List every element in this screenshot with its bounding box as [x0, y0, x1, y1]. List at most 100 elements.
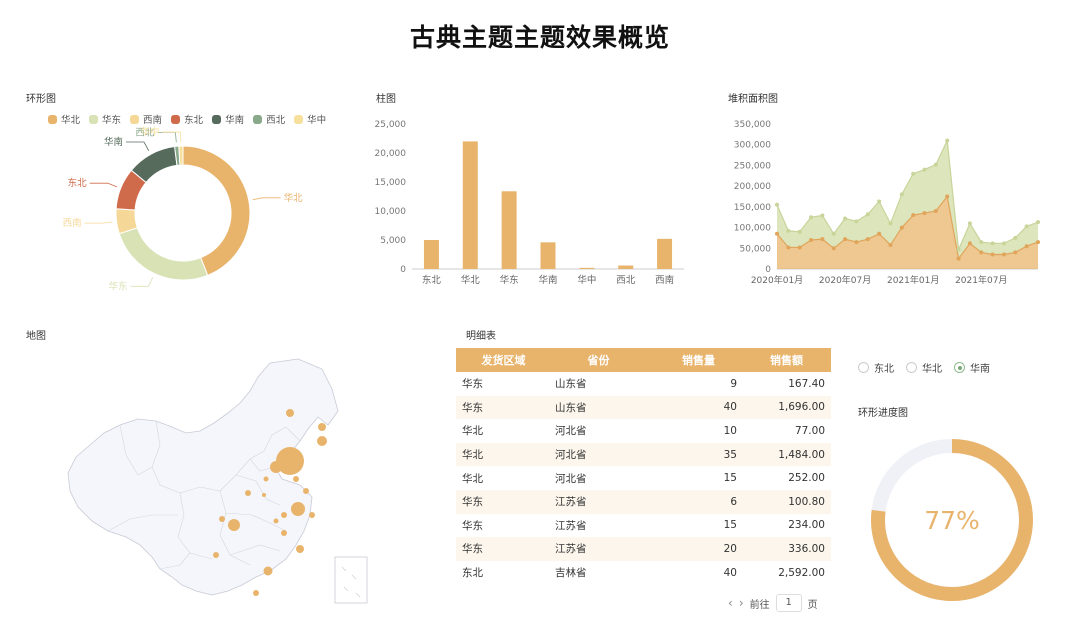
- area-point[interactable]: [967, 241, 972, 246]
- area-point[interactable]: [899, 192, 904, 197]
- bar[interactable]: [540, 242, 556, 269]
- column-header-quantity[interactable]: 销售量: [682, 354, 715, 367]
- bar[interactable]: [462, 141, 478, 269]
- area-point[interactable]: [865, 237, 870, 242]
- area-point[interactable]: [786, 228, 791, 233]
- map-bubble[interactable]: [253, 590, 259, 596]
- area-point[interactable]: [854, 240, 859, 245]
- table-row[interactable]: 华东 山东省 40 1,696.00: [456, 395, 831, 420]
- bar[interactable]: [501, 191, 517, 269]
- area-point[interactable]: [945, 194, 950, 199]
- map-bubble[interactable]: [228, 519, 240, 531]
- area-point[interactable]: [990, 252, 995, 257]
- area-point[interactable]: [854, 219, 859, 224]
- bar-chart[interactable]: 0 5,000 10,000 15,000 20,000 25,000 东北 华北 华东 华南 华中…: [366, 112, 696, 297]
- map-bubble[interactable]: [286, 409, 294, 417]
- area-point[interactable]: [820, 213, 825, 218]
- map-bubble[interactable]: [263, 566, 273, 576]
- bar[interactable]: [423, 240, 439, 269]
- area-point[interactable]: [843, 216, 848, 221]
- map-bubble[interactable]: [309, 512, 315, 518]
- area-point[interactable]: [1024, 244, 1029, 249]
- map-bubble[interactable]: [318, 423, 326, 431]
- legend-item[interactable]: 华中: [294, 112, 326, 126]
- area-series-lower[interactable]: [777, 196, 1038, 270]
- donut-slice[interactable]: [118, 227, 209, 281]
- area-point[interactable]: [888, 221, 893, 226]
- radio-option-dongbei[interactable]: 东北: [858, 360, 894, 375]
- column-header-region[interactable]: 发货区域: [481, 354, 526, 367]
- page-number-input[interactable]: 1: [775, 594, 802, 612]
- area-point[interactable]: [775, 231, 779, 236]
- area-point[interactable]: [967, 221, 972, 226]
- legend-item[interactable]: 西南: [130, 112, 162, 126]
- map-bubble[interactable]: [291, 502, 305, 516]
- table-row[interactable]: 华北 河北省 35 1,484.00: [456, 442, 831, 467]
- map-bubble[interactable]: [245, 490, 251, 496]
- area-point[interactable]: [979, 240, 984, 245]
- area-point[interactable]: [820, 237, 825, 242]
- area-point[interactable]: [1024, 224, 1029, 229]
- area-point[interactable]: [877, 199, 882, 204]
- area-point[interactable]: [1036, 220, 1040, 225]
- area-point[interactable]: [786, 245, 791, 250]
- area-point[interactable]: [797, 245, 802, 250]
- prev-page-icon[interactable]: ‹: [728, 596, 733, 610]
- donut-slice[interactable]: [178, 145, 184, 166]
- area-point[interactable]: [1013, 235, 1018, 240]
- area-chart[interactable]: 0 50,000 100,000 150,000 200,000 250,000 300,0…: [722, 112, 1052, 297]
- table-row[interactable]: 华东 江苏省 20 336.00: [456, 537, 831, 561]
- map-bubble[interactable]: [293, 476, 299, 482]
- area-point[interactable]: [843, 237, 848, 242]
- area-point[interactable]: [933, 162, 938, 167]
- area-point[interactable]: [945, 138, 950, 143]
- map-bubble[interactable]: [281, 512, 287, 518]
- table-row[interactable]: 华东 江苏省 6 100.80: [456, 489, 831, 514]
- map-bubble[interactable]: [270, 461, 282, 473]
- bar[interactable]: [657, 238, 673, 269]
- area-point[interactable]: [922, 211, 927, 216]
- table-row[interactable]: 东北 吉林省 40 2,592.00: [456, 560, 831, 585]
- legend-item[interactable]: 东北: [171, 112, 203, 126]
- area-point[interactable]: [877, 231, 882, 236]
- area-point[interactable]: [1001, 252, 1006, 257]
- map-bubble[interactable]: [281, 530, 287, 536]
- legend-item[interactable]: 华东: [89, 112, 121, 126]
- table-row[interactable]: 华北 河北省 10 77.00: [456, 419, 831, 443]
- map-bubble[interactable]: [296, 545, 304, 553]
- radio-option-huanan[interactable]: 华南: [954, 360, 990, 375]
- area-point[interactable]: [933, 209, 938, 213]
- column-header-province[interactable]: 省份: [587, 354, 610, 367]
- table-row[interactable]: 华东 江苏省 15 234.00: [456, 513, 831, 538]
- area-point[interactable]: [865, 212, 870, 217]
- map-bubble[interactable]: [219, 516, 225, 522]
- area-point[interactable]: [775, 202, 779, 207]
- next-page-icon[interactable]: ›: [738, 596, 744, 610]
- map-bubble[interactable]: [273, 518, 279, 524]
- area-point[interactable]: [899, 225, 904, 230]
- table-row[interactable]: 华东 山东省 9 167.40: [456, 372, 831, 396]
- table-row[interactable]: 华北 河北省 15 252.00: [456, 466, 831, 490]
- column-header-amount[interactable]: 销售额: [770, 354, 803, 367]
- legend-item[interactable]: 西北: [253, 112, 285, 126]
- bar[interactable]: [618, 265, 634, 269]
- area-point[interactable]: [831, 231, 836, 236]
- area-point[interactable]: [911, 213, 916, 218]
- legend-item[interactable]: 华南: [212, 112, 244, 126]
- bar[interactable]: [579, 267, 595, 269]
- map-bubble[interactable]: [317, 436, 327, 446]
- map-bubble[interactable]: [262, 493, 266, 497]
- area-point[interactable]: [809, 238, 814, 242]
- area-point[interactable]: [990, 241, 995, 246]
- map-bubble[interactable]: [276, 447, 304, 475]
- area-point[interactable]: [831, 246, 836, 251]
- map-bubble[interactable]: [213, 552, 219, 558]
- area-point[interactable]: [1036, 240, 1040, 245]
- area-point[interactable]: [1013, 250, 1018, 255]
- area-point[interactable]: [797, 229, 802, 234]
- donut-legend[interactable]: 华北 华东 西南 东北 华南 西北 华中: [48, 112, 326, 126]
- area-point[interactable]: [979, 250, 984, 255]
- area-point[interactable]: [922, 167, 927, 172]
- area-point[interactable]: [809, 215, 814, 220]
